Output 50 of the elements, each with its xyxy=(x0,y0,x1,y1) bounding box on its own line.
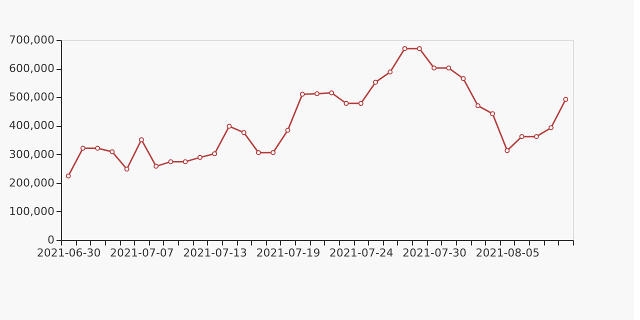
point xyxy=(432,66,437,70)
y-tick-label: 200,000 xyxy=(9,176,54,190)
point xyxy=(344,100,349,106)
point xyxy=(504,148,510,154)
point xyxy=(138,137,144,142)
point xyxy=(416,46,422,52)
point xyxy=(388,70,393,74)
point xyxy=(329,90,334,96)
point xyxy=(314,91,320,96)
x-tick-label: 2021-07-07 xyxy=(110,246,174,260)
point xyxy=(475,103,480,108)
point xyxy=(95,146,100,151)
point xyxy=(285,128,290,133)
point xyxy=(519,134,524,140)
point xyxy=(197,154,202,160)
point xyxy=(124,166,130,172)
point xyxy=(548,125,554,130)
point xyxy=(241,130,246,136)
x-tick-label: 2021-07-19 xyxy=(256,246,320,260)
y-tick-label: 0 xyxy=(48,234,54,246)
point xyxy=(373,80,378,85)
y-tick-label: 400,000 xyxy=(9,119,54,132)
point xyxy=(256,150,261,156)
point xyxy=(110,149,115,154)
point xyxy=(490,111,496,116)
x-tick-label: 2021-08-05 xyxy=(476,246,540,260)
y-tick-label: 700,000 xyxy=(9,34,54,46)
point xyxy=(212,151,218,156)
x-tick-label: 2021-06-30 xyxy=(36,246,101,260)
point xyxy=(402,46,408,52)
point xyxy=(226,124,232,129)
y-tick-label: 100,000 xyxy=(9,204,54,218)
point xyxy=(66,174,71,178)
x-tick-label: 2021-07-24 xyxy=(329,246,394,260)
y-tick-label: 500,000 xyxy=(9,90,54,104)
point xyxy=(563,96,568,102)
point xyxy=(80,146,86,151)
point xyxy=(534,134,539,140)
y-tick-label: 300,000 xyxy=(9,148,54,161)
x-tick-label: 2021-07-13 xyxy=(183,246,248,260)
x-tick-label: 2021-07-30 xyxy=(402,246,466,260)
point xyxy=(460,76,466,82)
point xyxy=(154,164,159,169)
y-tick-label: 600,000 xyxy=(9,62,54,76)
point xyxy=(358,100,364,106)
point xyxy=(270,150,276,156)
point xyxy=(168,159,174,164)
point xyxy=(446,66,452,70)
point xyxy=(300,92,305,97)
point xyxy=(182,159,188,164)
